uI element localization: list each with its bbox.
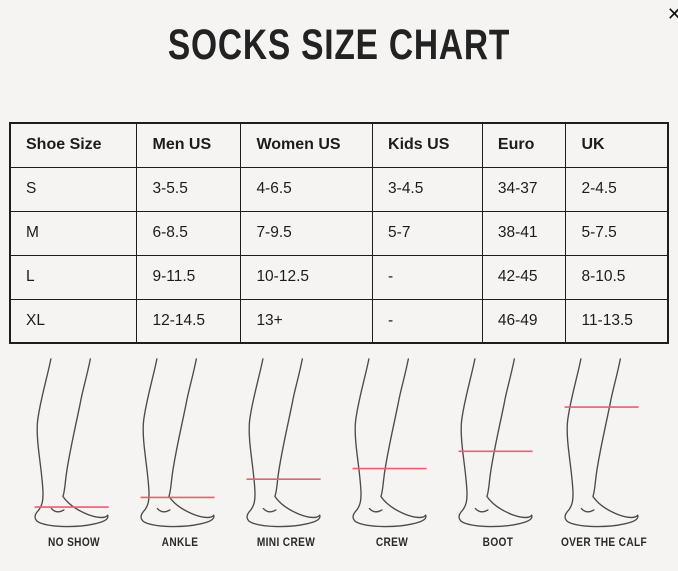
ankle-bone-mark (474, 507, 489, 513)
table-cell: 3-4.5 (372, 166, 483, 212)
sock-style-figure: CREW (339, 357, 445, 549)
table-cell: 7-9.5 (240, 210, 374, 256)
leg-back-outline (246, 358, 321, 528)
table-cell: 10-12.5 (240, 254, 374, 300)
table-body: S 3-5.5 4-6.5 3-4.5 34-37 2-4.5 M 6-8.5 7-9.5 5-7… (9, 166, 669, 344)
table-cell: 34-37 (481, 166, 567, 212)
table-cell: 4-6.5 (240, 166, 374, 212)
sock-style-label: BOOT (482, 537, 514, 549)
ankle-bone-mark (50, 507, 65, 513)
column-header: Kids US (372, 122, 483, 168)
leg-back-outline (458, 358, 533, 528)
sock-style-label: ANKLE (161, 537, 199, 549)
leg-illustration (458, 358, 533, 528)
table-cell: - (372, 298, 483, 344)
page-title: SOCKS SIZE CHART (167, 21, 511, 69)
sock-style-label: MINI CREW (256, 537, 316, 549)
leg-front-outline (486, 358, 533, 519)
column-header: Women US (240, 122, 374, 168)
table-cell: XL (9, 298, 138, 344)
sock-style-figure: OVER THE CALF (551, 357, 657, 549)
table-cell: 42-45 (481, 254, 567, 300)
table-row: XL 12-14.5 13+ -46-49 11-13.5 (9, 298, 669, 344)
table-cell: S (9, 166, 138, 212)
table-cell: 5-7.5 (565, 210, 669, 256)
leg-back-outline (140, 358, 215, 528)
table-cell: - (372, 254, 483, 300)
sock-styles-row: NO SHOW ANKLE MINI CREW CREW (21, 357, 657, 549)
close-icon[interactable]: ✕ (665, 4, 678, 26)
sock-style-figure: BOOT (445, 357, 551, 549)
table-cell: 8-10.5 (565, 254, 669, 300)
leg-front-outline (168, 358, 215, 519)
sock-style-figure: ANKLE (127, 357, 233, 549)
table-cell: L (9, 254, 138, 300)
leg-illustration (34, 358, 109, 528)
leg-illustration (352, 358, 427, 528)
leg-front-outline (592, 358, 639, 519)
sock-style-label: CREW (375, 537, 409, 549)
table-cell: 46-49 (481, 298, 567, 344)
column-header: Men US (136, 122, 242, 168)
table-header-row: Shoe Size Men US Women US Kids US Euro UK (9, 122, 669, 168)
leg-front-outline (62, 358, 109, 519)
table-cell: 11-13.5 (565, 298, 669, 344)
sock-style-label: OVER THE CALF (560, 537, 648, 549)
leg-back-outline (352, 358, 427, 528)
column-header: Euro (481, 122, 567, 168)
ankle-bone-mark (156, 507, 171, 513)
table-row: S 3-5.5 4-6.5 3-4.5 34-37 2-4.5 (9, 166, 669, 212)
leg-back-outline (564, 358, 639, 528)
size-table: Shoe Size Men US Women US Kids US Euro UK S 3-… (9, 122, 669, 344)
leg-back-outline (34, 358, 109, 528)
leg-front-outline (274, 358, 321, 519)
table-cell: 6-8.5 (136, 210, 242, 256)
table-cell: M (9, 210, 138, 256)
sock-style-label: NO SHOW (48, 537, 100, 549)
ankle-bone-mark (262, 507, 277, 513)
leg-illustration (246, 358, 321, 528)
table-cell: 2-4.5 (565, 166, 669, 212)
sock-style-figure: MINI CREW (233, 357, 339, 549)
table-cell: 3-5.5 (136, 166, 242, 212)
leg-illustration (140, 358, 215, 528)
table-row: L 9-11.5 10-12.5-42-45 8-10.5 (9, 254, 669, 300)
table-cell: 9-11.5 (136, 254, 242, 300)
leg-illustration (564, 358, 639, 528)
ankle-bone-mark (368, 507, 383, 513)
column-header: UK (565, 122, 669, 168)
table-cell: 12-14.5 (136, 298, 242, 344)
leg-front-outline (380, 358, 427, 519)
table-cell: 13+ (240, 298, 374, 344)
table-cell: 5-7 (372, 210, 483, 256)
column-header: Shoe Size (9, 122, 138, 168)
ankle-bone-mark (580, 507, 595, 513)
table-row: M 6-8.5 7-9.5 5-7 38-41 5-7.5 (9, 210, 669, 256)
sock-style-figure: NO SHOW (21, 357, 127, 549)
table-cell: 38-41 (481, 210, 567, 256)
